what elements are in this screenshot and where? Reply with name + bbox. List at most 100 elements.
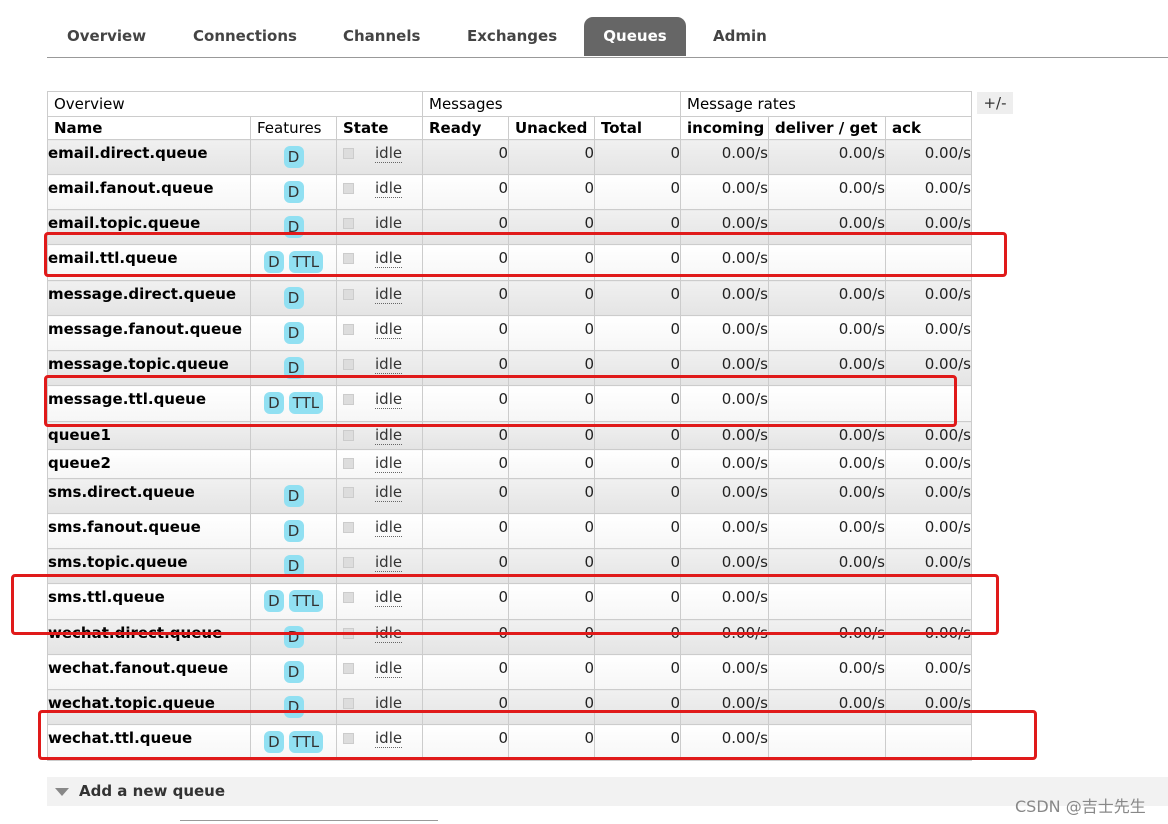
table-row[interactable]: sms.ttl.queue D TTL idle 0 0 0 0.00/s [47,583,972,620]
tab-queues[interactable]: Queues [584,17,686,56]
tab-admin[interactable]: Admin [713,27,767,45]
queue-name-cell[interactable]: email.ttl.queue [47,244,251,281]
table-row[interactable]: message.ttl.queue D TTL idle 0 0 0 0.00/s [47,385,972,422]
queue-name-link[interactable]: sms.fanout.queue [48,518,201,536]
queue-name-link[interactable]: email.direct.queue [48,144,208,162]
queue-name-cell[interactable]: message.direct.queue [47,280,251,316]
queue-name-link[interactable]: wechat.fanout.queue [48,659,229,677]
table-row[interactable]: wechat.ttl.queue D TTL idle 0 0 0 0.00/s [47,724,972,761]
queue-name-cell[interactable]: wechat.ttl.queue [47,724,251,761]
queue-name-cell[interactable]: message.fanout.queue [47,315,251,351]
queue-name-link[interactable]: sms.direct.queue [48,483,195,501]
feature-badge: D [283,696,304,718]
unacked-cell: 0 [508,244,595,281]
queue-name-link[interactable]: message.topic.queue [48,355,229,373]
queue-name-cell[interactable]: sms.direct.queue [47,478,251,514]
queue-name-link[interactable]: wechat.direct.queue [48,624,223,642]
col-deliver-get[interactable]: deliver / get [768,116,886,140]
features-cell: D TTL [250,385,337,422]
queue-name-link[interactable]: email.topic.queue [48,214,201,232]
ready-cell: 0 [422,174,509,210]
ready-cell: 0 [422,548,509,584]
tab-channels[interactable]: Channels [343,27,421,45]
col-name[interactable]: Name [47,116,251,140]
queue-name-link[interactable]: message.fanout.queue [48,320,243,338]
ack-cell: 0.00/s [885,350,972,386]
table-row[interactable]: email.ttl.queue D TTL idle 0 0 0 0.00/s [47,244,972,281]
total-cell: 0 [594,280,681,316]
queue-name-link[interactable]: wechat.topic.queue [48,694,215,712]
col-features[interactable]: Features [250,116,337,140]
state-indicator-icon [343,253,354,264]
state-label: idle [375,214,403,233]
deliver-get-cell: 0.00/s [768,421,886,450]
ready-cell: 0 [422,478,509,514]
col-ready[interactable]: Ready [422,116,509,140]
col-incoming[interactable]: incoming [680,116,769,140]
queue-name-cell[interactable]: sms.topic.queue [47,548,251,584]
table-row[interactable]: queue1 idle 0 0 0 0.00/s 0.00/s 0.00/s [47,421,972,450]
ready-cell: 0 [422,689,509,725]
queue-name-link[interactable]: email.fanout.queue [48,179,214,197]
table-row[interactable]: queue2 idle 0 0 0 0.00/s 0.00/s 0.00/s [47,449,972,479]
queue-name-link[interactable]: sms.topic.queue [48,553,188,571]
queue-name-cell[interactable]: message.ttl.queue [47,385,251,422]
features-cell: D TTL [250,244,337,281]
state-cell: idle [336,280,423,316]
tab-exchanges[interactable]: Exchanges [467,27,558,45]
features-cell: D [250,350,337,386]
queue-name-cell[interactable]: email.direct.queue [47,139,251,175]
queue-name-cell[interactable]: sms.fanout.queue [47,513,251,549]
ack-cell: 0.00/s [885,619,972,655]
queue-name-cell[interactable]: email.topic.queue [47,209,251,245]
add-queue-label[interactable]: Add a new queue [79,782,226,800]
state-cell: idle [336,478,423,514]
tab-overview[interactable]: Overview [67,27,147,45]
queue-name-link[interactable]: message.direct.queue [48,285,237,303]
queue-name-cell[interactable]: wechat.fanout.queue [47,654,251,690]
total-cell: 0 [594,724,681,761]
feature-badge: D [263,251,284,273]
total-cell: 0 [594,513,681,549]
state-label: idle [375,426,403,445]
queue-name-cell[interactable]: queue1 [47,421,251,450]
queue-name-link[interactable]: queue1 [48,426,111,444]
queue-name-cell[interactable]: wechat.topic.queue [47,689,251,725]
col-ack[interactable]: ack [885,116,972,140]
queue-name-cell[interactable]: sms.ttl.queue [47,583,251,620]
columns-toggle-button[interactable]: +/- [977,92,1013,114]
tab-connections[interactable]: Connections [193,27,297,45]
state-label: idle [375,179,403,198]
queue-name-cell[interactable]: message.topic.queue [47,350,251,386]
ack-cell: 0.00/s [885,315,972,351]
queue-name-link[interactable]: sms.ttl.queue [48,588,165,606]
incoming-cell: 0.00/s [680,421,769,450]
unacked-cell: 0 [508,689,595,725]
queue-name-cell[interactable]: wechat.direct.queue [47,619,251,655]
col-total[interactable]: Total [594,116,681,140]
queue-name-link[interactable]: queue2 [48,454,111,472]
col-unacked[interactable]: Unacked [508,116,595,140]
queue-name-link[interactable]: email.ttl.queue [48,249,178,267]
queue-name-link[interactable]: message.ttl.queue [48,390,207,408]
queue-name-cell[interactable]: queue2 [47,449,251,479]
state-indicator-icon [343,394,354,405]
feature-badge: TTL [288,251,324,273]
ready-cell: 0 [422,513,509,549]
queue-name-cell[interactable]: email.fanout.queue [47,174,251,210]
queue-name-link[interactable]: wechat.ttl.queue [48,729,193,747]
col-state[interactable]: State [336,116,423,140]
add-queue-section[interactable]: Add a new queue [47,777,1168,806]
